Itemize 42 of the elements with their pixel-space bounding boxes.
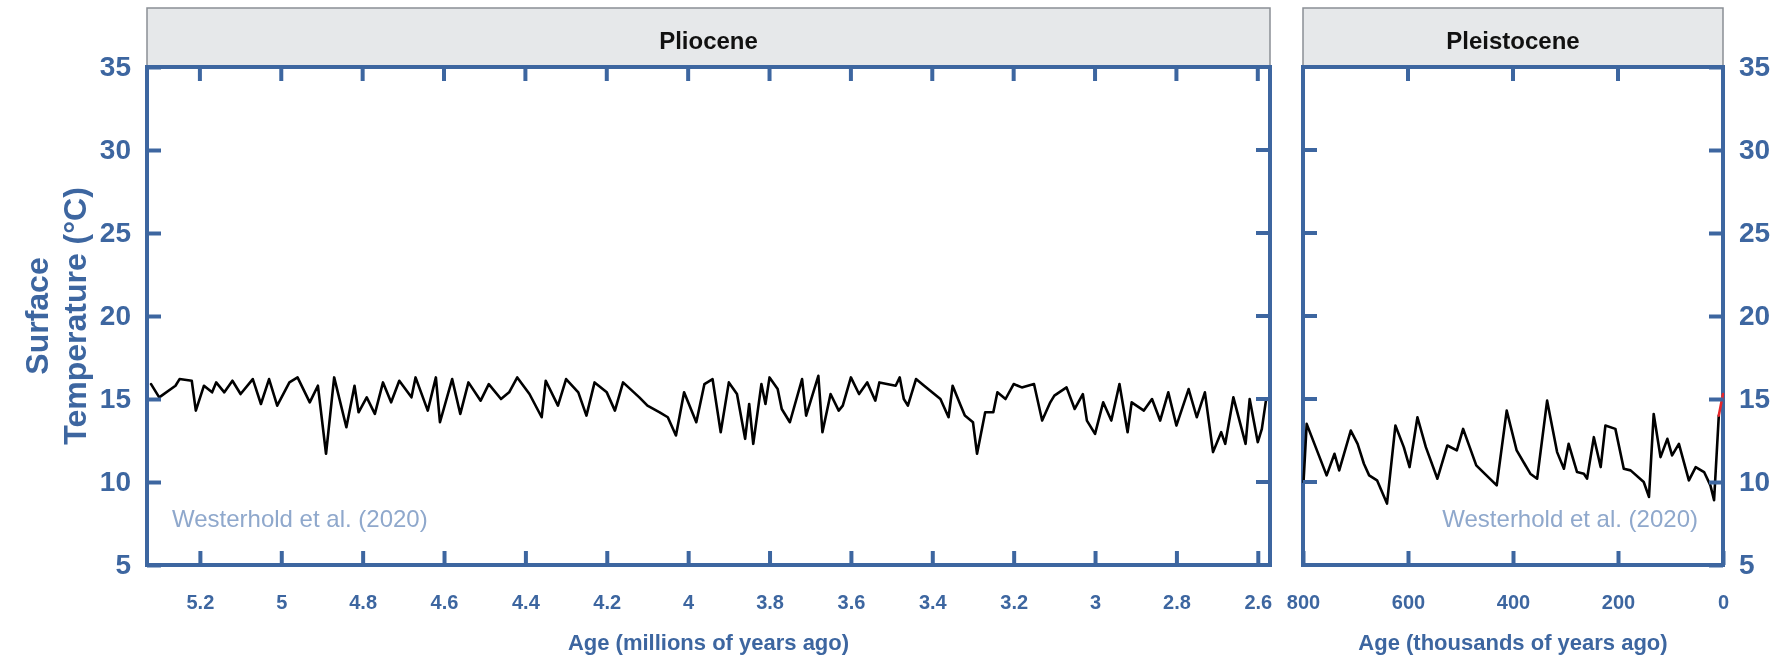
y-tick-label: 10 [1739,466,1771,498]
annotation: Westerhold et al. (2020) [172,505,428,532]
y-axis-title: Surface Temperature (°C) [19,187,93,445]
x-tick-label: 5.2 [186,591,215,614]
x-tick-label: 600 [1391,591,1426,614]
line-series [149,374,1268,456]
y-tick-label: 35 [1739,51,1771,83]
x-tick-label: 3.2 [1000,591,1029,614]
x-tick-label: 800 [1286,591,1321,614]
x-tick-label: 3.8 [756,591,784,614]
x-tick-label: 4 [683,591,696,614]
annotation: Westerhold et al. (2020) [1442,505,1698,532]
chart-title: Pliocene [659,27,758,54]
x-tick-label: 3.6 [837,591,866,614]
x-tick-label: 2.8 [1163,591,1191,614]
y-tick-label: 20 [1739,300,1771,332]
line-series [1302,399,1721,505]
x-axis-title: Age (millions of years ago) [567,630,850,655]
y-tick-label: 10 [99,466,131,498]
x-tick-label: 4.4 [512,591,541,614]
x-tick-label: 4.6 [430,591,459,614]
x-tick-label: 400 [1496,591,1531,614]
x-tick-label: 4.2 [593,591,622,614]
x-axis-title: Age (thousands of years ago) [1358,630,1668,655]
y-tick-label: 5 [1739,549,1755,581]
y-tick-label: 15 [1739,383,1771,415]
y-tick-label: 30 [1739,134,1771,166]
chart-title: Pleistocene [1446,27,1580,54]
y-tick-label: 30 [99,134,131,166]
x-tick-label: 2.6 [1244,591,1273,614]
x-tick-label: 3 [1089,591,1102,614]
x-tick-label: 200 [1601,591,1636,614]
y-tick-label: 25 [1739,217,1771,249]
y-tick-label: 5 [115,549,131,581]
x-tick-label: 5 [276,591,288,614]
x-tick-label: 3.4 [918,591,948,614]
y-tick-label: 20 [99,300,131,332]
x-tick-label: 0 [1717,591,1730,614]
y-tick-label: 25 [99,217,131,249]
y-tick-label: 35 [99,51,131,83]
x-tick-label: 4.8 [349,591,378,614]
y-tick-label: 15 [99,383,131,415]
